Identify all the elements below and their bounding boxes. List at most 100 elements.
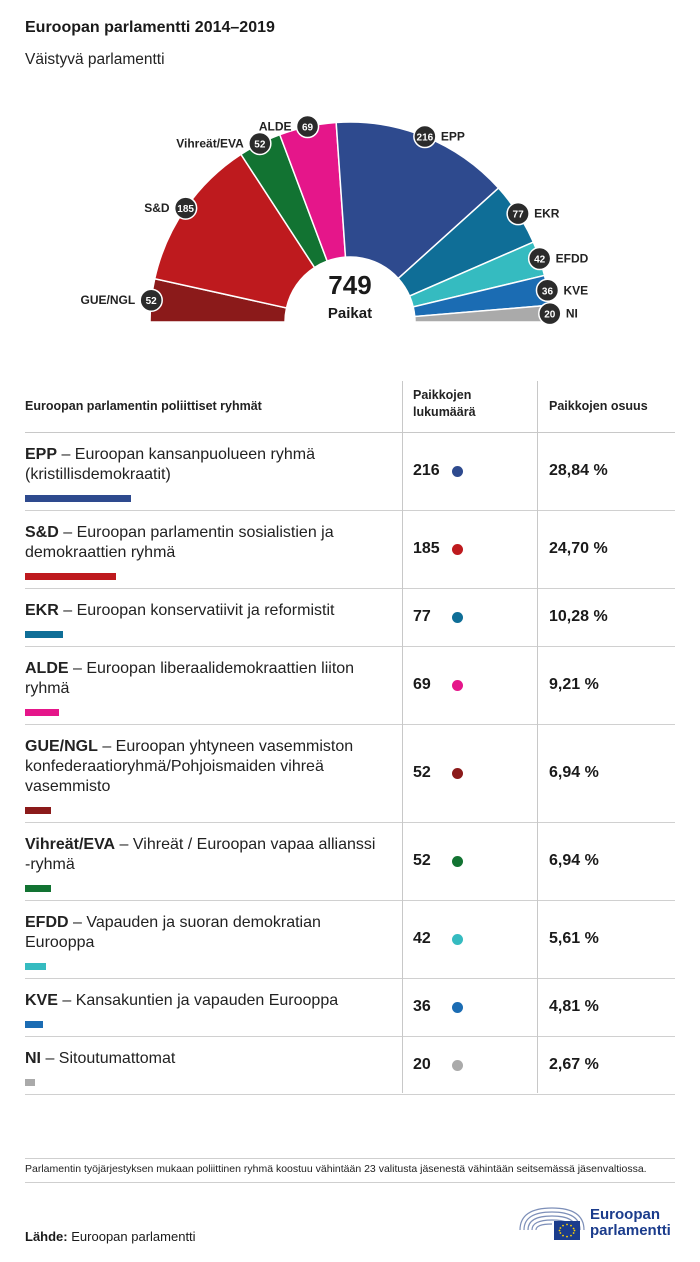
- segment-name-label: EPP: [441, 130, 465, 144]
- value-bubble: 52: [248, 131, 272, 156]
- table-row: Vihreät/EVA – Vihreät / Euroopan vapaa a…: [25, 823, 675, 901]
- total-seats: 749: [328, 270, 371, 300]
- share-bar: [25, 885, 51, 892]
- color-dot: [452, 611, 463, 623]
- group-full-name: – Euroopan liberaalidemokraattien liiton…: [25, 660, 355, 697]
- table-row: S&D – Euroopan parlamentin sosialistien …: [25, 511, 675, 589]
- value-bubble: 20: [538, 301, 562, 326]
- logo-text-line-1: Euroopan: [590, 1206, 660, 1223]
- value-bubble: 42: [527, 246, 552, 271]
- seat-count: 185: [413, 539, 440, 557]
- group-name: EPP – Euroopan kansanpuolueen ryhmä (kri…: [25, 445, 380, 485]
- color-dot: [452, 933, 463, 945]
- value-bubble: 185: [173, 196, 198, 220]
- segment-name-label: EFDD: [556, 252, 589, 266]
- seat-count: 69: [413, 675, 431, 693]
- group-abbr: EKR: [25, 602, 59, 619]
- seat-count: 52: [413, 763, 431, 781]
- seat-share: 6,94 %: [549, 851, 599, 869]
- color-dot: [452, 767, 463, 779]
- groups-table: Euroopan parlamentin poliittiset ryhmät …: [25, 381, 675, 1095]
- group-full-name: – Euroopan kansanpuolueen ryhmä (kristil…: [25, 446, 315, 483]
- value-label: 52: [146, 296, 158, 307]
- table-header: Euroopan parlamentin poliittiset ryhmät …: [25, 381, 675, 433]
- table-row: GUE/NGL – Euroopan yhtyneen vasemmiston …: [25, 725, 675, 823]
- group-abbr: Vihreät/EVA: [25, 836, 116, 853]
- group-name: KVE – Kansakuntien ja vapauden Eurooppa: [25, 991, 380, 1011]
- total-label: Paikat: [328, 305, 372, 322]
- table-row: KVE – Kansakuntien ja vapauden Eurooppa 3…: [25, 979, 675, 1037]
- seat-share: 24,70 %: [549, 539, 608, 557]
- value-bubble: 36: [535, 278, 560, 303]
- value-label: 216: [417, 133, 434, 144]
- value-label: 36: [542, 286, 554, 297]
- group-abbr: NI: [25, 1050, 41, 1067]
- header-share: Paikkojen osuus: [549, 399, 648, 413]
- segment-name-label: S&D: [144, 201, 170, 215]
- seat-share: 6,94 %: [549, 763, 599, 781]
- group-name: EFDD – Vapauden ja suoran demokratian Eu…: [25, 913, 380, 953]
- share-bar: [25, 573, 116, 580]
- share-bar: [25, 963, 46, 970]
- group-abbr: S&D: [25, 524, 59, 541]
- group-name: ALDE – Euroopan liberaalidemokraattien l…: [25, 659, 380, 699]
- group-name: Vihreät/EVA – Vihreät / Euroopan vapaa a…: [25, 835, 380, 875]
- group-abbr: EFDD: [25, 914, 69, 931]
- share-bar: [25, 495, 131, 502]
- color-dot: [452, 855, 463, 867]
- value-label: 42: [534, 255, 546, 266]
- group-name: S&D – Euroopan parlamentin sosialistien …: [25, 523, 380, 563]
- group-abbr: ALDE: [25, 660, 69, 677]
- color-dot: [452, 1059, 463, 1071]
- header-seats: Paikkojen lukumäärä: [413, 388, 476, 419]
- seat-share: 28,84 %: [549, 461, 608, 479]
- seat-share: 2,67 %: [549, 1055, 599, 1073]
- segment-s-d: [153, 153, 316, 309]
- group-full-name: – Euroopan yhtyneen vasemmiston konfeder…: [25, 738, 354, 795]
- ep-logo-icon: [519, 1207, 585, 1240]
- value-label: 20: [544, 310, 556, 321]
- source-label: Lähde:: [25, 1229, 68, 1244]
- group-abbr: KVE: [25, 992, 58, 1009]
- value-bubble: 69: [295, 114, 320, 139]
- table-row: ALDE – Euroopan liberaalidemokraattien l…: [25, 647, 675, 725]
- seat-share: 4,81 %: [549, 997, 599, 1015]
- header-groups: Euroopan parlamentin poliittiset ryhmät: [25, 399, 262, 413]
- share-bar: [25, 709, 59, 716]
- table-row: EKR – Euroopan konservatiivit ja reformi…: [25, 589, 675, 647]
- value-bubble: 77: [506, 201, 530, 226]
- table-row: NI – Sitoutumattomat 20 2,67 %: [25, 1037, 675, 1095]
- group-name: EKR – Euroopan konservatiivit ja reformi…: [25, 601, 380, 621]
- column-divider: [402, 381, 403, 1093]
- value-label: 77: [513, 210, 525, 221]
- share-bar: [25, 631, 63, 638]
- seat-count: 42: [413, 929, 431, 947]
- segment-name-label: EKR: [534, 207, 560, 221]
- seat-share: 9,21 %: [549, 675, 599, 693]
- group-full-name: – Sitoutumattomat: [41, 1050, 176, 1067]
- seat-count: 36: [413, 997, 431, 1015]
- footnote: Parlamentin työjärjestyksen mukaan polii…: [25, 1158, 675, 1183]
- table-row: EPP – Euroopan kansanpuolueen ryhmä (kri…: [25, 433, 675, 511]
- group-full-name: – Euroopan konservatiivit ja reformistit: [58, 602, 335, 619]
- group-name: GUE/NGL – Euroopan yhtyneen vasemmiston …: [25, 737, 380, 797]
- center-disc: [286, 258, 414, 340]
- chart-title: Euroopan parlamentti 2014–2019: [25, 19, 275, 36]
- value-label: 52: [254, 139, 266, 150]
- hemicycle-chart: 52 GUE/NGL 185 S&D 52 Vihreät/EVA 69 ALDE 216 EPP…: [81, 114, 589, 340]
- group-full-name: – Vihreät / Euroopan vapaa allianssi -ry…: [25, 836, 376, 873]
- color-dot: [452, 1001, 463, 1013]
- share-bar: [25, 1079, 35, 1086]
- share-bar: [25, 1021, 43, 1028]
- share-bar: [25, 807, 51, 814]
- seat-count: 216: [413, 461, 440, 479]
- chart-subtitle: Väistyvä parlamentti: [25, 51, 165, 68]
- logo-text: Euroopan parlamentti: [590, 1207, 671, 1239]
- value-label: 185: [177, 204, 194, 215]
- value-bubble: 52: [139, 288, 163, 312]
- color-dot: [452, 465, 463, 477]
- group-full-name: – Euroopan parlamentin sosialistien ja d…: [25, 524, 334, 561]
- column-divider: [537, 381, 538, 1093]
- group-full-name: – Kansakuntien ja vapauden Eurooppa: [57, 992, 339, 1009]
- segment-name-label: Vihreät/EVA: [176, 136, 244, 150]
